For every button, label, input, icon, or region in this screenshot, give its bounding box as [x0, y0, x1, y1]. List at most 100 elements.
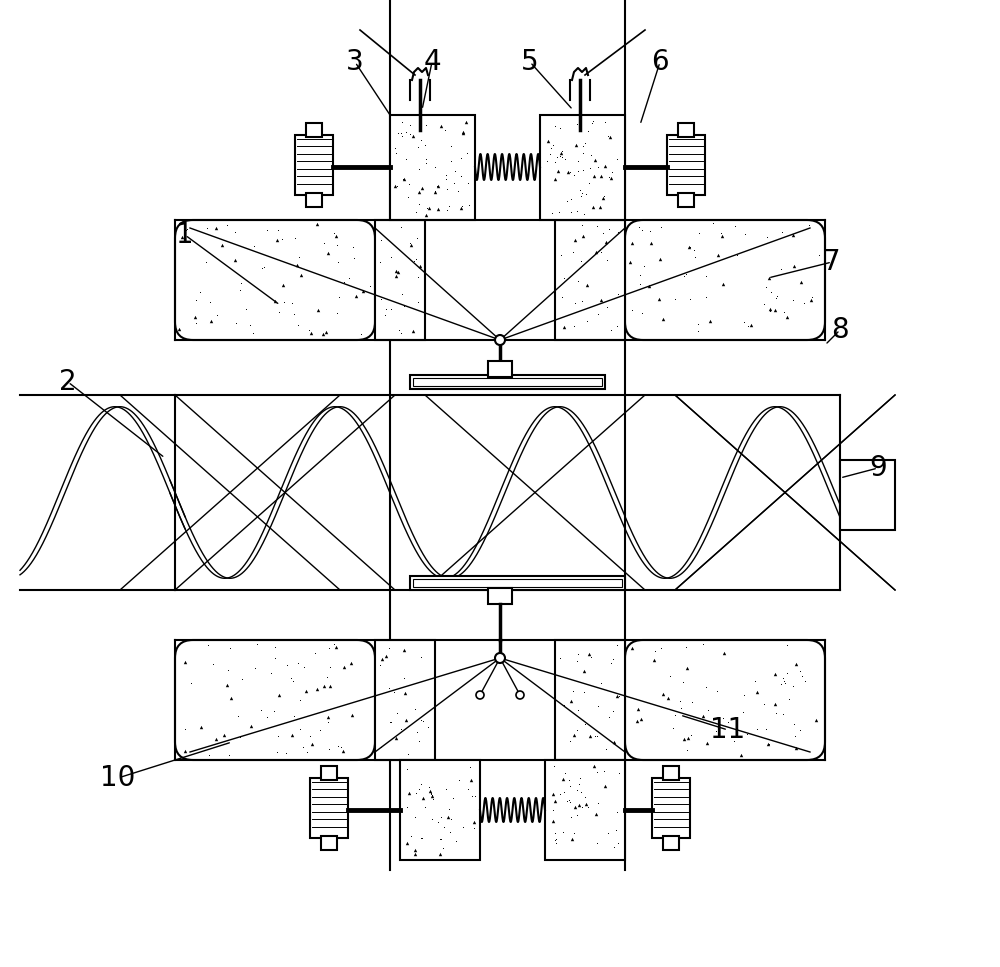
Point — [629, 713, 645, 728]
Point — [414, 830, 430, 845]
Point — [179, 221, 195, 237]
Point — [205, 657, 221, 672]
Point — [450, 184, 466, 199]
Point — [411, 734, 427, 749]
Point — [585, 113, 601, 129]
Point — [413, 777, 429, 792]
Point — [552, 148, 568, 163]
Text: 6: 6 — [651, 48, 669, 76]
Point — [675, 675, 691, 690]
Point — [655, 687, 671, 702]
Point — [346, 250, 362, 266]
Point — [341, 270, 357, 285]
Point — [302, 728, 318, 744]
Point — [400, 747, 416, 762]
Point — [747, 674, 763, 689]
Point — [678, 639, 694, 655]
Point — [393, 126, 409, 141]
Point — [601, 710, 617, 725]
Point — [403, 237, 419, 252]
Point — [569, 722, 585, 738]
Point — [328, 228, 344, 244]
Bar — [375, 640, 435, 760]
Point — [609, 637, 625, 653]
Point — [398, 152, 414, 167]
Point — [267, 639, 283, 655]
Point — [274, 231, 290, 247]
Point — [388, 145, 404, 161]
Point — [570, 163, 586, 179]
Point — [542, 146, 558, 161]
Point — [407, 846, 423, 862]
Point — [283, 671, 299, 687]
Point — [687, 249, 703, 265]
Point — [303, 325, 319, 340]
Point — [284, 727, 300, 743]
Point — [453, 200, 469, 216]
Point — [596, 764, 612, 779]
Point — [679, 660, 695, 676]
Point — [583, 147, 599, 162]
Point — [586, 168, 602, 184]
Point — [756, 696, 772, 712]
Point — [673, 700, 689, 716]
Text: 7: 7 — [823, 248, 841, 276]
Point — [427, 184, 443, 199]
Bar — [321, 836, 337, 850]
Point — [710, 247, 726, 262]
Point — [408, 204, 424, 220]
Point — [651, 291, 667, 307]
Point — [606, 734, 622, 749]
Point — [570, 702, 586, 718]
Point — [792, 663, 808, 679]
Point — [388, 268, 404, 283]
Point — [424, 788, 440, 804]
Bar — [400, 760, 480, 860]
Point — [667, 291, 683, 307]
Point — [569, 203, 585, 219]
Point — [646, 652, 662, 667]
Point — [769, 288, 785, 304]
Point — [682, 291, 698, 307]
Bar — [306, 193, 322, 207]
Point — [390, 264, 406, 279]
Point — [767, 303, 783, 318]
Point — [609, 152, 625, 167]
Point — [242, 317, 258, 333]
Bar — [295, 135, 333, 195]
Point — [383, 249, 399, 265]
Point — [438, 171, 454, 187]
Point — [409, 230, 425, 246]
Point — [589, 728, 605, 744]
Point — [233, 276, 249, 291]
Point — [455, 124, 471, 139]
Point — [682, 239, 698, 254]
Point — [545, 802, 561, 817]
Point — [322, 679, 338, 694]
Point — [208, 731, 224, 747]
Point — [320, 710, 336, 725]
Point — [269, 232, 285, 248]
Point — [417, 137, 433, 153]
Point — [200, 637, 216, 653]
Point — [715, 710, 731, 725]
Point — [653, 640, 669, 656]
Point — [301, 323, 317, 338]
Point — [555, 825, 571, 840]
Point — [402, 127, 418, 142]
Point — [247, 660, 263, 676]
Point — [421, 779, 437, 795]
Point — [589, 219, 605, 234]
Point — [698, 290, 714, 306]
Point — [408, 786, 424, 802]
Point — [387, 179, 403, 194]
Point — [632, 267, 648, 282]
Point — [201, 747, 217, 763]
Point — [560, 163, 576, 179]
Circle shape — [495, 653, 505, 663]
Point — [430, 178, 446, 193]
Point — [590, 160, 606, 175]
Point — [794, 668, 810, 684]
Point — [556, 319, 572, 335]
Point — [438, 781, 454, 797]
